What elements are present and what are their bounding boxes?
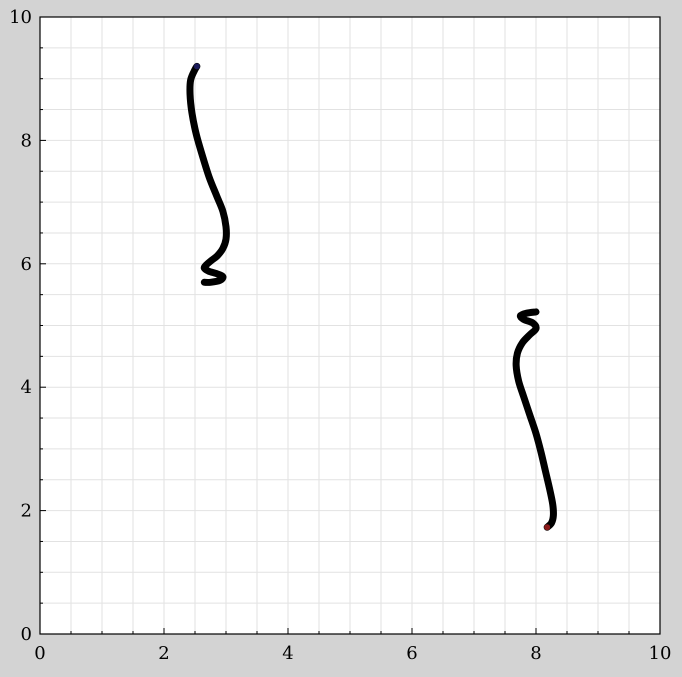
y-tick-label: 8 xyxy=(21,130,32,151)
ticks xyxy=(39,16,661,635)
x-tick-label: 2 xyxy=(158,643,169,664)
series-line-2 xyxy=(512,308,557,531)
series-2-end-point xyxy=(544,524,551,531)
x-tick-label: 0 xyxy=(34,643,45,664)
x-tick-label: 4 xyxy=(282,643,293,664)
y-tick-labels: 0 2 4 6 8 10 xyxy=(9,7,32,645)
y-tick-label: 6 xyxy=(21,254,32,275)
y-tick-label: 10 xyxy=(9,7,32,28)
data-series xyxy=(186,62,557,531)
series-1-start-point xyxy=(193,63,200,70)
grid xyxy=(40,17,660,634)
x-tick-label: 6 xyxy=(406,643,417,664)
series-line-1 xyxy=(186,62,230,286)
x-tick-label: 8 xyxy=(530,643,541,664)
y-tick-label: 0 xyxy=(21,624,32,645)
x-tick-label: 10 xyxy=(649,643,672,664)
y-tick-label: 2 xyxy=(21,501,32,522)
y-tick-label: 4 xyxy=(21,377,32,398)
x-tick-labels: 0 2 4 6 8 10 xyxy=(34,643,671,664)
